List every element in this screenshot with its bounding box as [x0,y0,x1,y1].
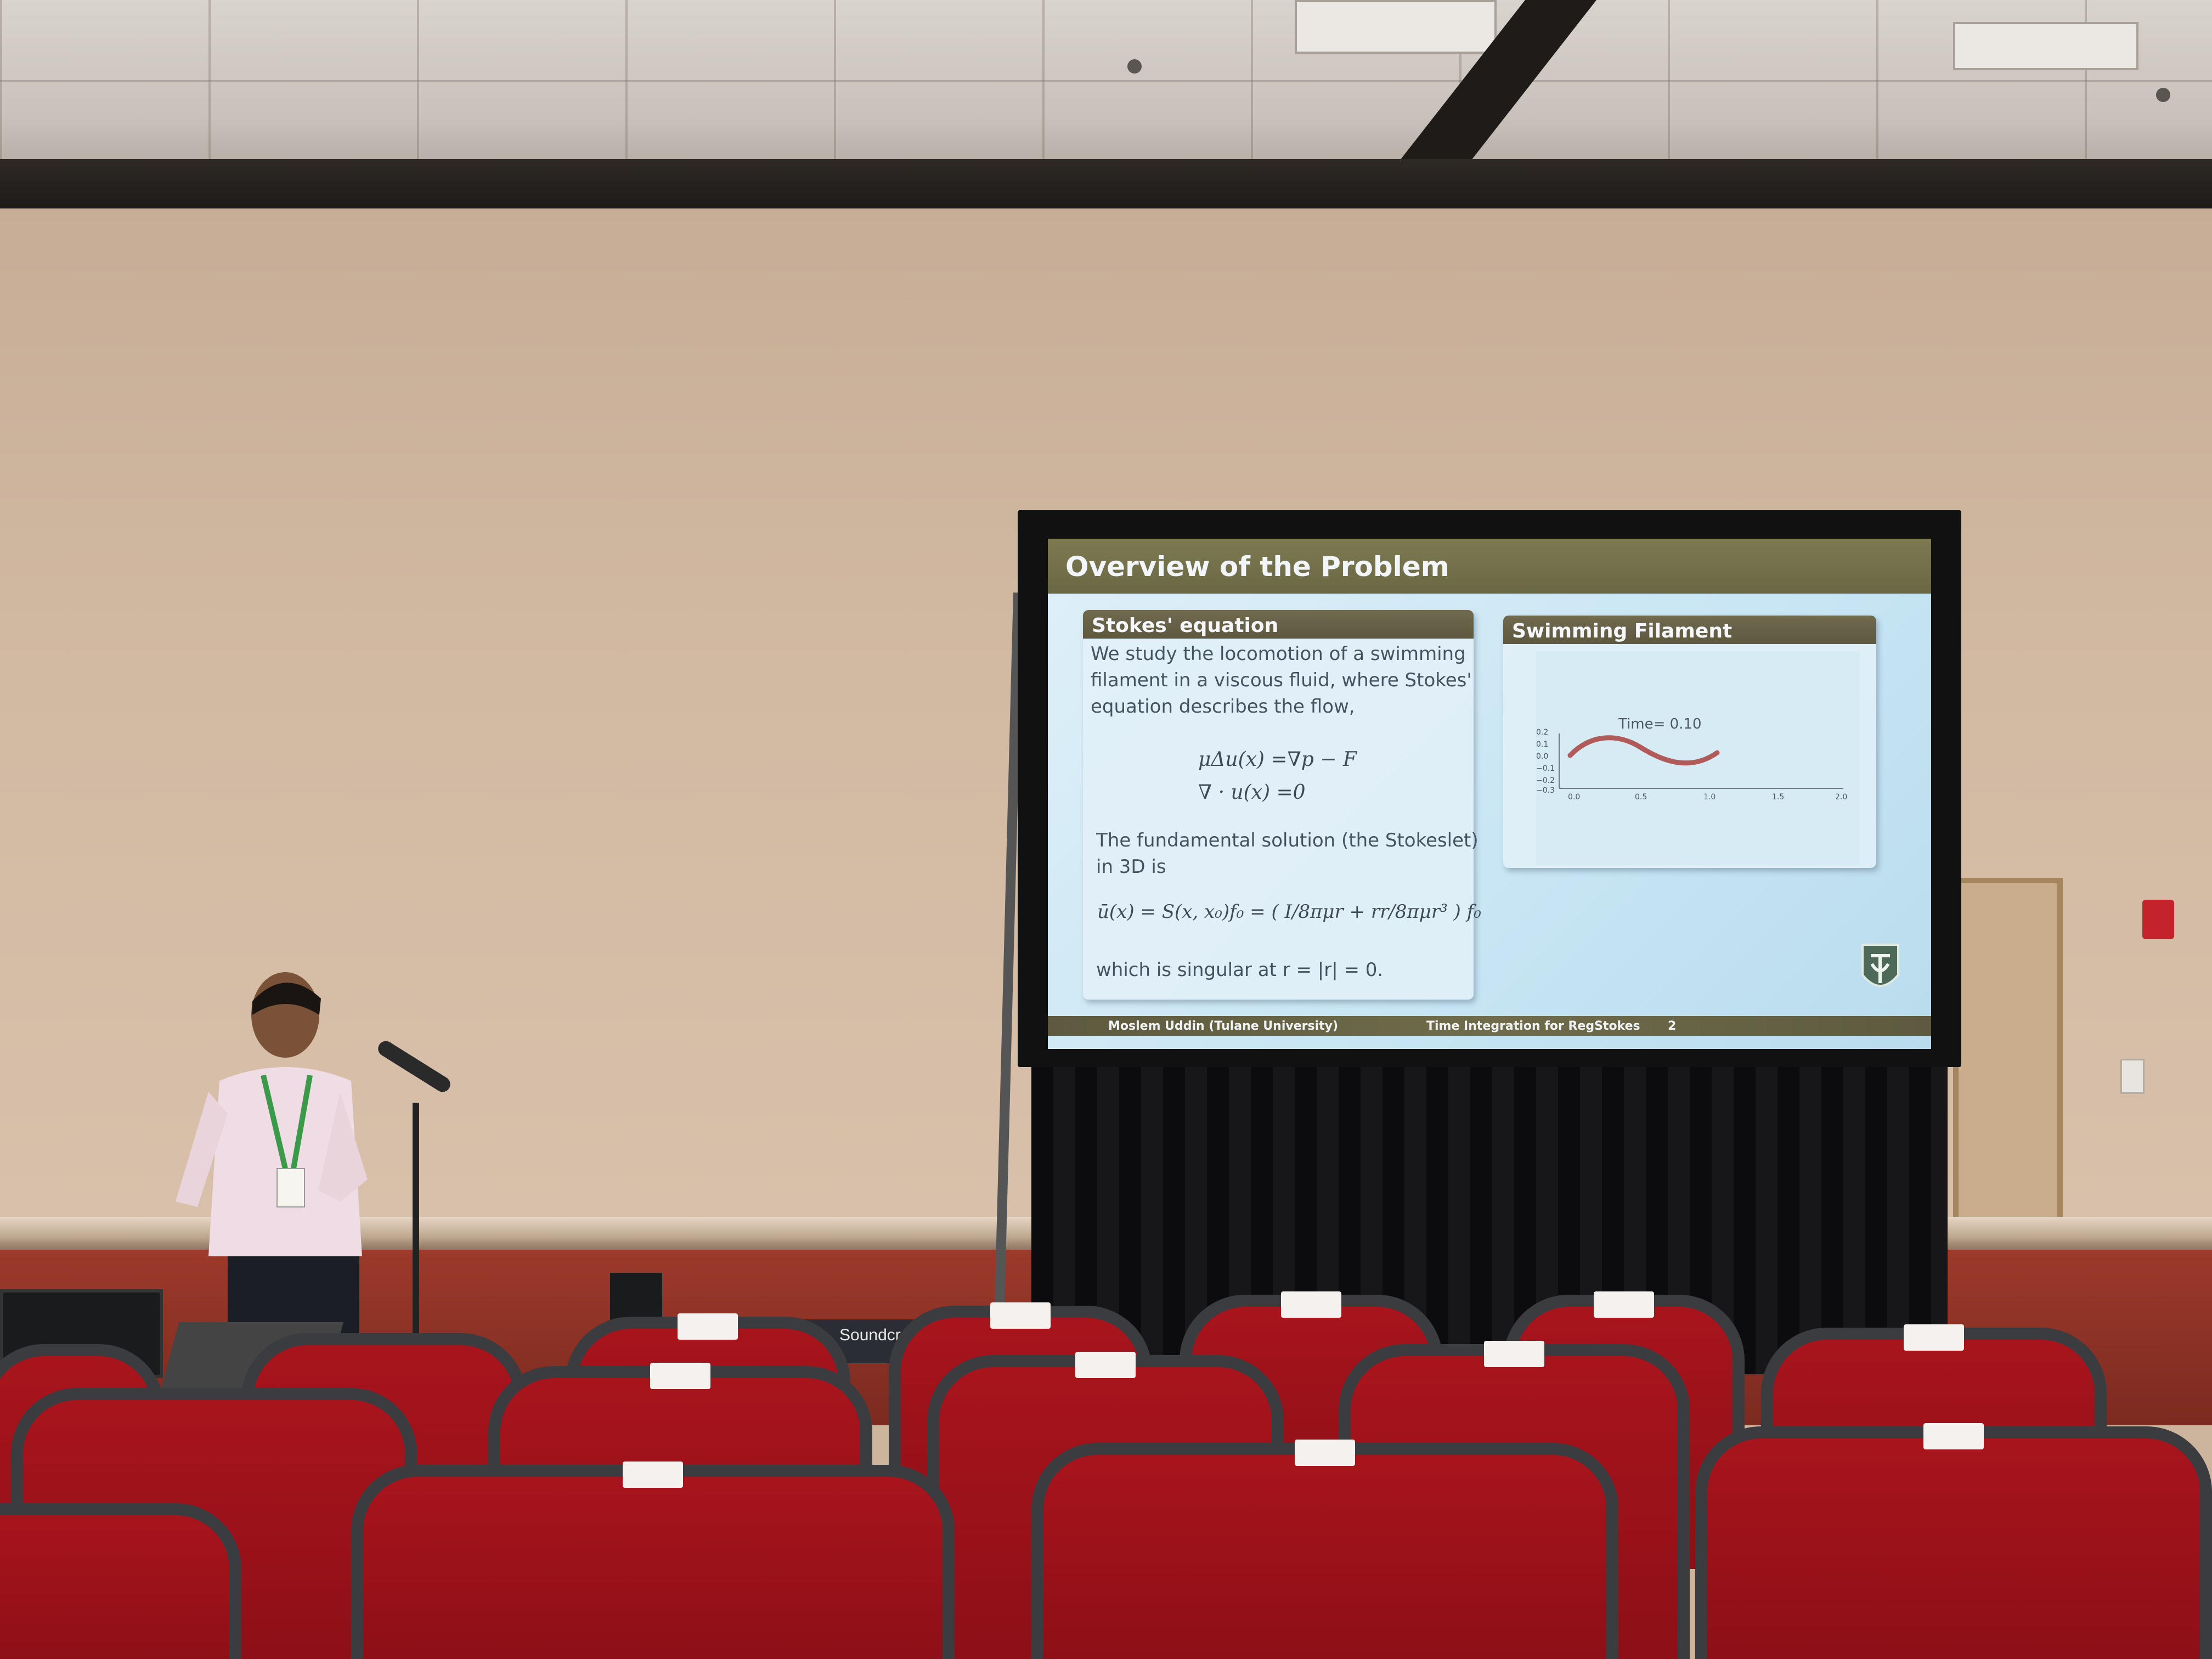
filament-block-header: Swimming Filament [1503,616,1876,644]
footer-talk-title: Time Integration for RegStokes [1426,1019,1640,1033]
y-tick: −0.1 [1536,764,1555,773]
footer-author: Moslem Uddin (Tulane University) [1108,1019,1339,1033]
seat-number-tag [1904,1324,1964,1351]
y-tick: −0.3 [1536,786,1555,795]
ceiling-light-panel [1953,22,2138,70]
stokes-block-title: Stokes' equation [1092,614,1279,637]
fundamental-line: in 3D is [1096,856,1166,878]
ceiling [0,0,2212,165]
filament-curve [1567,735,1720,766]
plot-time-label: Time= 0.10 [1618,716,1702,732]
y-tick: 0.1 [1536,740,1549,749]
screen-skirt [1031,1067,1948,1374]
slide-footer [1048,1016,1931,1036]
x-tick: 0.0 [1568,793,1581,802]
intro-line: We study the locomotion of a swimming [1091,643,1466,665]
fundamental-line: The fundamental solution (the Stokeslet) [1096,830,1479,851]
x-tick: 0.5 [1635,793,1647,802]
swimming-filament-block: Swimming Filament Time= 0.10 0.2 0.1 0.0… [1503,616,1876,868]
chair [0,1503,241,1659]
microphone-stand [413,1103,419,1339]
filament-plot-svg [1559,733,1843,789]
ceiling-sprinkler [2156,88,2170,102]
presentation-slide: Overview of the Problem Stokes' equation… [1048,539,1931,1049]
y-tick: 0.0 [1536,752,1549,761]
footer-page-number: 2 [1668,1019,1677,1033]
ceiling-sprinkler [1127,59,1142,74]
y-tick: 0.2 [1536,728,1549,737]
y-tick: −0.2 [1536,776,1555,785]
intro-line: filament in a viscous fluid, where Stoke… [1091,669,1472,691]
stokeslet-formula: ū(x) = S(x, x₀)f₀ = ( I/8πμr + rr/8πμr³ … [1097,901,1481,923]
seat-number-tag [1281,1291,1341,1318]
slide-title-bar: Overview of the Problem [1048,539,1931,594]
stokes-equation-block: Stokes' equation We study the locomotion… [1083,610,1481,1000]
ceiling-soffit [0,159,2212,208]
filament-plot: Time= 0.10 0.2 0.1 0.0 −0.1 −0.2 −0.3 0.… [1536,651,1860,865]
stokes-block-header: Stokes' equation [1083,610,1474,639]
seat-number-tag [650,1363,710,1389]
seat-number-tag [1594,1291,1654,1318]
fire-alarm [2142,900,2174,939]
chair [1031,1440,1618,1659]
university-logo [1861,944,1899,987]
presenter [176,972,368,1333]
seat-number-tag [623,1462,683,1488]
intro-line: equation describes the flow, [1091,696,1355,718]
x-tick: 1.0 [1703,793,1716,802]
stokes-continuity-equation: ∇ · u(x) =0 [1198,781,1306,804]
ceiling-tiles [0,0,2212,165]
seat-number-tag [1075,1352,1136,1378]
seat-number-tag [1484,1341,1544,1367]
chair [351,1462,955,1659]
stokes-momentum-equation: μΔu(x) =∇p − F [1198,748,1357,771]
seat-number-tag [1923,1423,1984,1449]
light-switch [2120,1059,2145,1094]
seat-number-tag [678,1313,738,1340]
filament-block-title: Swimming Filament [1512,620,1733,642]
seat-number-tag [990,1302,1051,1329]
seat-number-tag [1295,1440,1355,1466]
chair [1695,1423,2212,1659]
singular-line: which is singular at r = |r| = 0. [1096,959,1384,981]
x-tick: 2.0 [1835,793,1848,802]
slide-title: Overview of the Problem [1065,551,1449,583]
x-tick: 1.5 [1772,793,1785,802]
ceiling-light-panel [1295,0,1497,54]
